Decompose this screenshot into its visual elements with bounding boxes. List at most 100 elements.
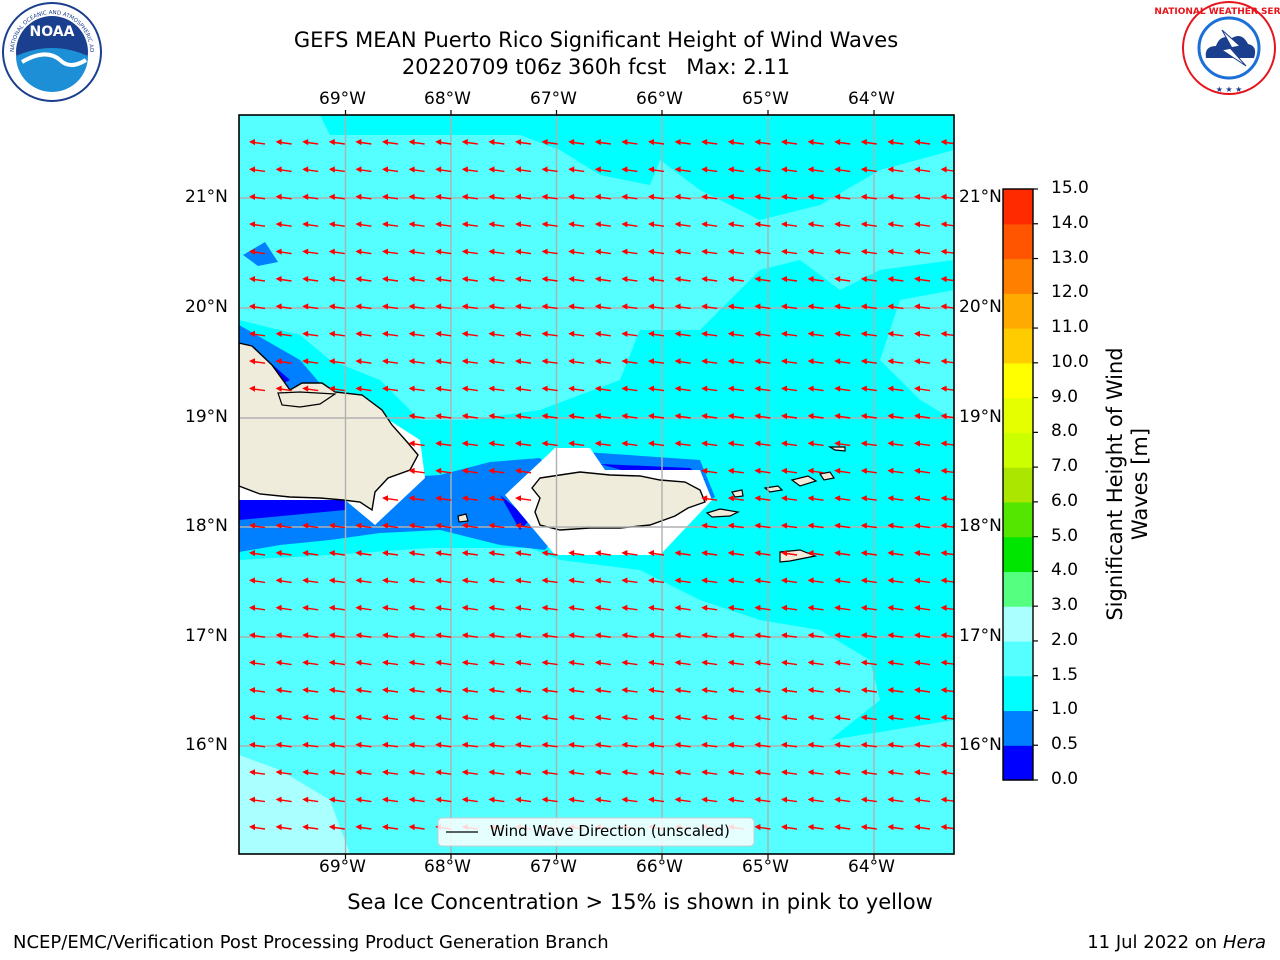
wave-arrow: [488, 385, 505, 392]
wave-arrow: [860, 248, 877, 255]
wave-arrow: [275, 248, 292, 255]
wave-arrow: [940, 248, 954, 255]
wave-arrow: [515, 413, 532, 420]
wave-arrow: [461, 303, 478, 310]
wave-arrow: [621, 741, 638, 748]
wave-arrow: [275, 687, 292, 694]
lon-tick-top: 69°W: [319, 89, 366, 109]
wave-arrow: [727, 796, 744, 803]
wave-arrow: [621, 714, 638, 721]
wave-arrow: [435, 139, 452, 146]
wave-arrow: [328, 522, 345, 529]
wave-arrow: [328, 741, 345, 748]
wave-arrow: [914, 166, 931, 173]
wave-arrow: [382, 358, 399, 365]
wave-arrow: [807, 276, 824, 283]
wave-arrow: [435, 659, 452, 666]
wave-arrow: [594, 330, 611, 337]
wave-arrow: [461, 659, 478, 666]
wave-arrow: [727, 193, 744, 200]
wave-arrow: [807, 193, 824, 200]
wave-arrow: [887, 604, 904, 611]
wave-arrow: [568, 632, 585, 639]
wave-arrow: [781, 193, 798, 200]
colorbar-tick-label: 13.0: [1051, 247, 1089, 268]
wave-arrow: [355, 714, 372, 721]
wave-arrow: [488, 522, 505, 529]
wave-arrow: [754, 495, 771, 502]
wave-arrow: [914, 440, 931, 447]
wave-arrow: [382, 632, 399, 639]
wave-arrow: [302, 714, 319, 721]
wave-arrow: [515, 714, 532, 721]
wave-arrow: [727, 413, 744, 420]
wave-arrow: [914, 769, 931, 776]
wave-arrow: [568, 166, 585, 173]
wave-arrow: [515, 659, 532, 666]
wave-arrow: [594, 385, 611, 392]
wave-arrow: [461, 714, 478, 721]
lat-tick-right: 20°N: [959, 297, 1002, 317]
wave-arrow: [249, 824, 266, 831]
wave-arrow: [302, 276, 319, 283]
wave-arrow: [515, 330, 532, 337]
wave-arrow: [249, 769, 266, 776]
wave-arrow: [382, 248, 399, 255]
wave-arrow: [621, 796, 638, 803]
wave-arrow: [807, 714, 824, 721]
wave-arrow: [249, 522, 266, 529]
wave-arrow: [834, 824, 851, 831]
wave-arrow: [515, 385, 532, 392]
wave-arrow: [807, 303, 824, 310]
wave-arrow: [435, 358, 452, 365]
wave-arrow: [754, 604, 771, 611]
wave-arrow: [860, 330, 877, 337]
wave-arrow: [488, 577, 505, 584]
colorbar-segment: [1003, 467, 1033, 503]
wave-arrow: [834, 303, 851, 310]
wave-arrow: [834, 330, 851, 337]
wave-arrow: [727, 769, 744, 776]
wave-arrow: [541, 550, 558, 557]
lon-tick-bottom: 67°W: [530, 857, 577, 877]
wave-arrow: [834, 769, 851, 776]
wave-arrow: [754, 659, 771, 666]
wave-arrow: [860, 276, 877, 283]
wave-arrow: [674, 413, 691, 420]
wave-arrow: [594, 796, 611, 803]
wave-arrow: [382, 522, 399, 529]
wave-arrow: [621, 330, 638, 337]
wave-arrow: [408, 139, 425, 146]
wave-arrow: [781, 714, 798, 721]
wave-arrow: [701, 440, 718, 447]
wave-arrow: [781, 796, 798, 803]
wave-arrow: [488, 467, 505, 474]
wave-arrow: [727, 440, 744, 447]
colorbar-segment: [1003, 397, 1033, 433]
wave-arrow: [834, 550, 851, 557]
wave-arrow: [914, 687, 931, 694]
wave-arrow: [541, 577, 558, 584]
wave-arrow: [382, 495, 399, 502]
wave-arrow: [648, 193, 665, 200]
wave-arrow: [541, 769, 558, 776]
wave-arrow: [435, 769, 452, 776]
wave-arrow: [328, 221, 345, 228]
wave-arrow: [781, 659, 798, 666]
wave-arrow: [515, 166, 532, 173]
wave-band-1-5-2: [239, 115, 954, 420]
wave-arrow: [674, 769, 691, 776]
wave-arrow: [275, 714, 292, 721]
wave-arrow: [461, 413, 478, 420]
wave-arrow: [781, 522, 798, 529]
legend-label: Wind Wave Direction (unscaled): [490, 822, 730, 840]
wave-arrow: [674, 714, 691, 721]
wave-arrow: [781, 550, 798, 557]
wave-arrow: [275, 303, 292, 310]
wave-arrow: [594, 659, 611, 666]
wave-arrow: [781, 303, 798, 310]
wave-arrow: [408, 358, 425, 365]
wave-arrow: [461, 769, 478, 776]
wave-arrow: [541, 687, 558, 694]
wave-arrow: [834, 495, 851, 502]
